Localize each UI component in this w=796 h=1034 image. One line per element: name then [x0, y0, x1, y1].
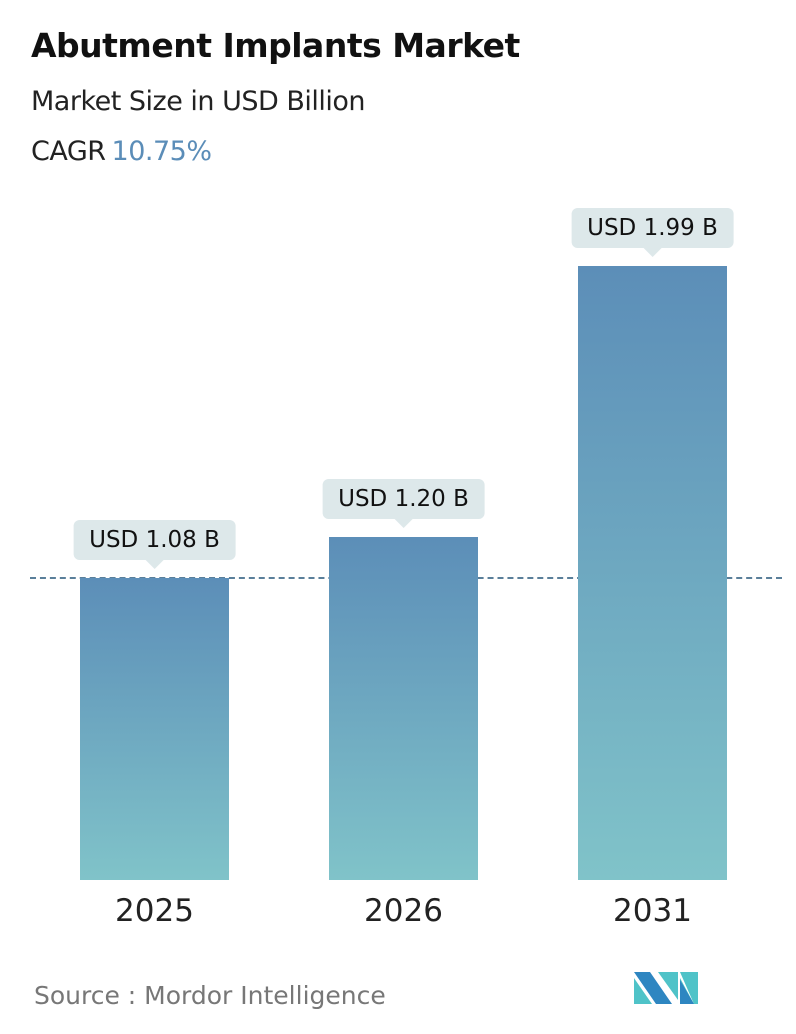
- bar-2026: [329, 537, 478, 880]
- x-tick-label: 2031: [613, 893, 692, 929]
- mordor-logo: [634, 972, 698, 1004]
- bar-2025: [80, 578, 229, 880]
- cagr-label: CAGR: [31, 136, 106, 167]
- source-text: Source : Mordor Intelligence: [34, 981, 386, 1010]
- chart-subtitle: Market Size in USD Billion: [31, 86, 366, 117]
- x-tick-label: 2025: [115, 893, 194, 929]
- data-label: USD 1.20 B: [322, 479, 485, 528]
- cagr-value: 10.75%: [111, 136, 212, 167]
- cagr: CAGR 10.75%: [31, 136, 212, 167]
- data-label: USD 1.08 B: [73, 520, 236, 570]
- data-label: USD 1.99 B: [571, 208, 734, 258]
- bar-2031: [578, 266, 727, 880]
- chart-title: Abutment Implants Market: [31, 26, 520, 65]
- x-tick-label: 2026: [364, 893, 443, 929]
